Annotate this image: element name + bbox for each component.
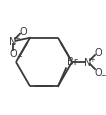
Text: +: + [15,35,20,41]
Text: −: − [100,72,106,78]
Text: O: O [94,67,102,77]
Text: +: + [90,56,95,62]
Text: −: − [16,53,22,59]
Text: O: O [19,27,27,36]
Text: O: O [9,48,17,58]
Text: O: O [94,48,102,58]
Text: N: N [84,58,92,67]
Text: Br: Br [67,57,78,67]
Text: N: N [9,36,17,46]
